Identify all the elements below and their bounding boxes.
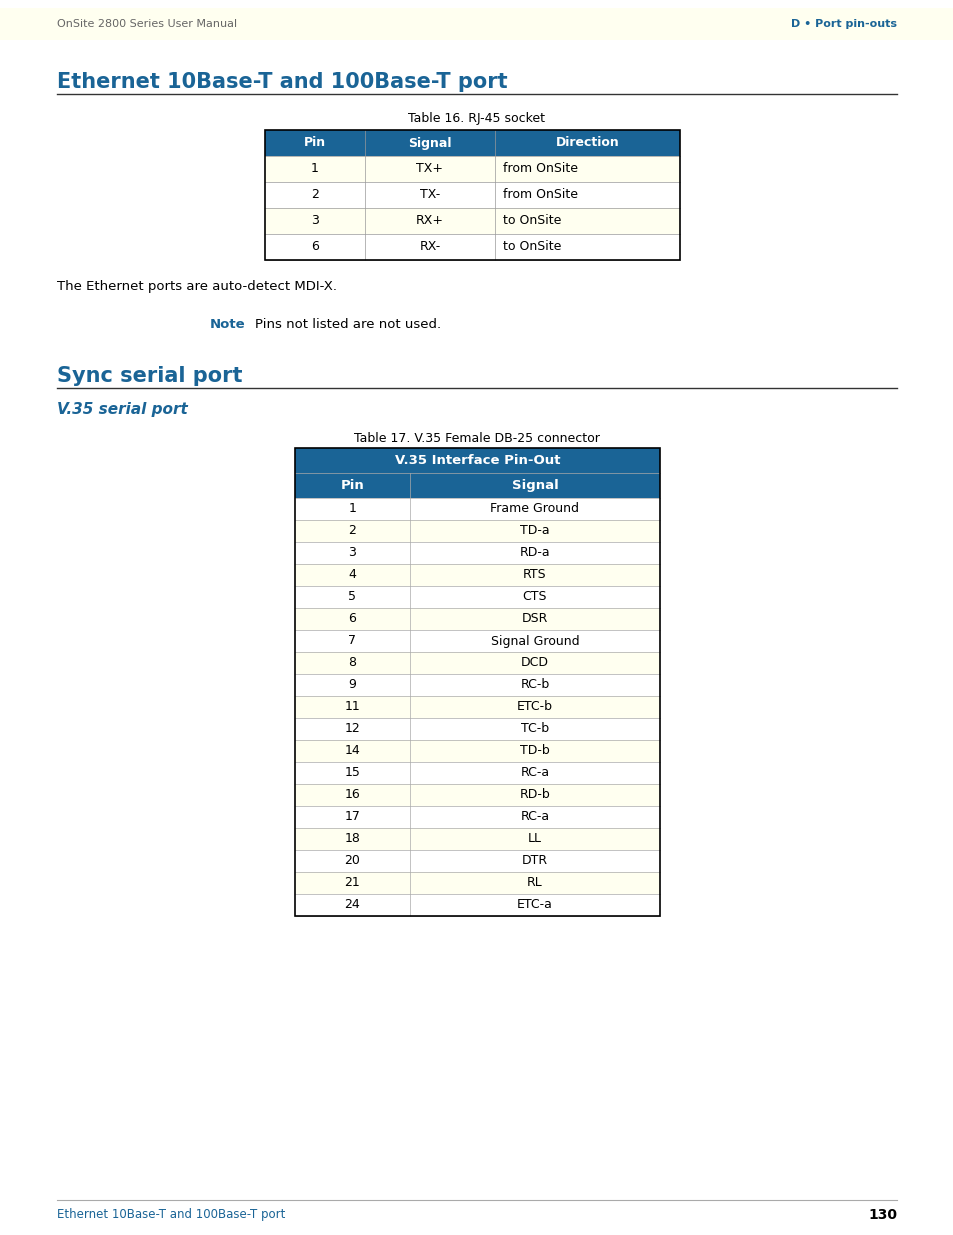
Text: V.35 Interface Pin-Out: V.35 Interface Pin-Out: [395, 454, 559, 467]
Text: D • Port pin-outs: D • Port pin-outs: [790, 19, 896, 28]
Text: CTS: CTS: [522, 590, 547, 604]
Text: to OnSite: to OnSite: [502, 215, 560, 227]
Text: OnSite 2800 Series User Manual: OnSite 2800 Series User Manual: [57, 19, 237, 28]
Text: TX-: TX-: [419, 189, 439, 201]
Bar: [265, 130, 679, 261]
Text: RTS: RTS: [522, 568, 546, 582]
Bar: [294, 894, 659, 916]
Text: 14: 14: [344, 745, 360, 757]
Text: Ethernet 10Base-T and 100Base-T port: Ethernet 10Base-T and 100Base-T port: [57, 1208, 285, 1221]
Text: Pin: Pin: [304, 137, 326, 149]
Text: Ethernet 10Base-T and 100Base-T port: Ethernet 10Base-T and 100Base-T port: [57, 72, 507, 91]
Text: 12: 12: [344, 722, 360, 736]
Text: RX-: RX-: [419, 241, 440, 253]
Text: Signal: Signal: [511, 479, 558, 492]
Text: RX+: RX+: [416, 215, 443, 227]
Text: 3: 3: [348, 547, 356, 559]
Text: DCD: DCD: [520, 657, 548, 669]
Text: 24: 24: [344, 899, 360, 911]
Text: RD-a: RD-a: [519, 547, 550, 559]
Text: 6: 6: [311, 241, 318, 253]
Text: 18: 18: [344, 832, 360, 846]
Text: RC-b: RC-b: [519, 678, 549, 692]
Text: 11: 11: [344, 700, 360, 714]
Text: Note: Note: [210, 317, 245, 331]
Bar: [294, 827, 659, 850]
Text: 21: 21: [344, 877, 360, 889]
Bar: [294, 806, 659, 827]
Text: 7: 7: [348, 635, 356, 647]
Text: from OnSite: from OnSite: [502, 163, 578, 175]
Text: Frame Ground: Frame Ground: [490, 503, 578, 515]
Text: 3: 3: [311, 215, 318, 227]
Text: Sync serial port: Sync serial port: [57, 366, 242, 387]
Text: Direction: Direction: [555, 137, 618, 149]
Text: 4: 4: [348, 568, 356, 582]
Text: ETC-a: ETC-a: [517, 899, 553, 911]
Bar: [265, 207, 679, 233]
Text: LL: LL: [527, 832, 541, 846]
Text: 5: 5: [348, 590, 356, 604]
Text: RD-b: RD-b: [519, 788, 550, 802]
Text: 20: 20: [344, 855, 360, 867]
Bar: [294, 585, 659, 608]
Text: to OnSite: to OnSite: [502, 241, 560, 253]
Bar: [294, 564, 659, 585]
Text: TC-b: TC-b: [520, 722, 549, 736]
Text: Signal Ground: Signal Ground: [490, 635, 578, 647]
Bar: [0, 7, 953, 40]
Text: 2: 2: [311, 189, 318, 201]
Text: Pins not listed are not used.: Pins not listed are not used.: [254, 317, 440, 331]
Bar: [294, 674, 659, 697]
Text: V.35 serial port: V.35 serial port: [57, 403, 188, 417]
Text: 130: 130: [867, 1208, 896, 1221]
Text: ETC-b: ETC-b: [517, 700, 553, 714]
Bar: [294, 762, 659, 784]
Bar: [294, 784, 659, 806]
Bar: [265, 130, 679, 156]
Text: DSR: DSR: [521, 613, 548, 625]
Text: RC-a: RC-a: [520, 810, 549, 824]
Bar: [265, 156, 679, 182]
Text: 2: 2: [348, 525, 356, 537]
Text: from OnSite: from OnSite: [502, 189, 578, 201]
Text: TD-b: TD-b: [519, 745, 549, 757]
Text: 16: 16: [344, 788, 360, 802]
Bar: [265, 233, 679, 261]
Bar: [294, 542, 659, 564]
Text: Table 17. V.35 Female DB-25 connector: Table 17. V.35 Female DB-25 connector: [354, 432, 599, 445]
Text: Signal: Signal: [408, 137, 452, 149]
Text: 8: 8: [348, 657, 356, 669]
Bar: [294, 520, 659, 542]
Bar: [294, 850, 659, 872]
Text: 6: 6: [348, 613, 356, 625]
Bar: [294, 448, 659, 473]
Bar: [294, 630, 659, 652]
Text: Pin: Pin: [340, 479, 364, 492]
Text: The Ethernet ports are auto-detect MDI-X.: The Ethernet ports are auto-detect MDI-X…: [57, 280, 336, 293]
Bar: [294, 740, 659, 762]
Text: TX+: TX+: [416, 163, 443, 175]
Bar: [294, 473, 659, 498]
Text: 17: 17: [344, 810, 360, 824]
Bar: [294, 697, 659, 718]
Bar: [294, 652, 659, 674]
Bar: [265, 182, 679, 207]
Bar: [294, 608, 659, 630]
Text: Table 16. RJ-45 socket: Table 16. RJ-45 socket: [408, 112, 545, 125]
Bar: [294, 448, 659, 916]
Text: 15: 15: [344, 767, 360, 779]
Text: DTR: DTR: [521, 855, 547, 867]
Text: RC-a: RC-a: [520, 767, 549, 779]
Text: RL: RL: [527, 877, 542, 889]
Text: 9: 9: [348, 678, 356, 692]
Text: 1: 1: [348, 503, 356, 515]
Bar: [294, 872, 659, 894]
Text: TD-a: TD-a: [519, 525, 549, 537]
Text: 1: 1: [311, 163, 318, 175]
Bar: [294, 718, 659, 740]
Bar: [294, 498, 659, 520]
